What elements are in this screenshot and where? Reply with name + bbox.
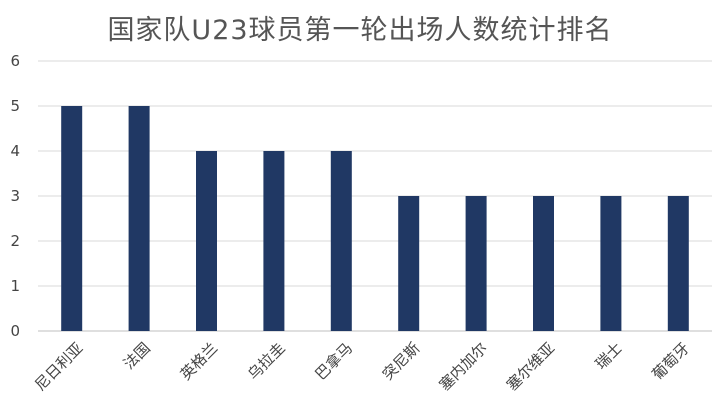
x-tick-label-9: 葡萄牙 — [648, 339, 693, 384]
x-tick-label-6: 塞内加尔 — [436, 339, 491, 394]
x-tick-label-1: 法国 — [120, 339, 154, 373]
bar-2 — [196, 151, 217, 331]
gridlines — [38, 60, 712, 332]
x-tick-label-7: 塞尔维亚 — [503, 339, 558, 394]
bar-5 — [398, 196, 420, 331]
x-axis-ticks: 尼日利亚 法国 英格兰 乌拉圭 巴拿马 突尼斯 塞内加尔 塞尔维亚 瑞士 葡萄牙 — [31, 339, 693, 394]
y-tick-label-1: 1 — [10, 277, 20, 295]
y-tick-label-5: 5 — [10, 97, 20, 115]
x-tick-label-4: 巴拿马 — [311, 339, 356, 384]
x-tick-label-5: 突尼斯 — [379, 339, 424, 384]
x-tick-label-2: 英格兰 — [177, 339, 222, 384]
bar-4 — [330, 151, 352, 331]
bar-8 — [600, 196, 622, 331]
bar-6 — [465, 196, 487, 331]
bar-0 — [61, 106, 83, 331]
y-axis-ticks: 0 1 2 3 4 5 6 — [10, 52, 20, 340]
x-tick-label-0: 尼日利亚 — [31, 339, 86, 394]
bar-1 — [128, 106, 150, 331]
bars — [61, 106, 689, 331]
bar-9 — [667, 196, 689, 331]
bar-3 — [263, 151, 285, 331]
y-tick-label-3: 3 — [10, 187, 20, 205]
chart-title: 国家队U23球员第一轮出场人数统计排名 — [107, 15, 613, 46]
y-tick-label-4: 4 — [10, 142, 20, 160]
x-tick-label-8: 瑞士 — [592, 339, 626, 373]
x-tick-label-3: 乌拉圭 — [244, 339, 289, 384]
y-tick-label-6: 6 — [10, 52, 20, 70]
y-tick-label-2: 2 — [10, 232, 20, 250]
bar-7 — [533, 196, 554, 331]
y-tick-label-0: 0 — [10, 322, 20, 340]
